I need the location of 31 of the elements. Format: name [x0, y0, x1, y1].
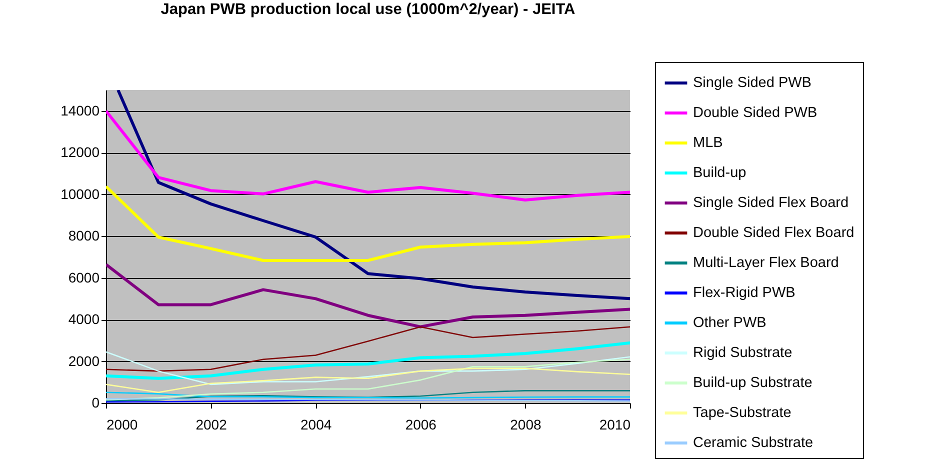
- y-tick-label: 2000: [68, 352, 100, 369]
- legend-label: Single Sided Flex Board: [693, 195, 849, 211]
- x-tick-label: 2006: [405, 416, 437, 432]
- y-tick-label: 14000: [60, 102, 100, 118]
- legend-label: Flex-Rigid PWB: [693, 285, 796, 301]
- legend-label: Rigid Substrate: [693, 345, 792, 361]
- x-tick-label: 2010: [599, 416, 631, 432]
- legend-label: Other PWB: [693, 315, 766, 331]
- x-tick-label: 2004: [300, 416, 332, 432]
- legend-label: Build-up Substrate: [693, 375, 812, 391]
- line-series: [106, 390, 630, 402]
- x-tick-label: 2008: [510, 416, 542, 432]
- x-tick-label: 2000: [106, 416, 138, 432]
- line-series: [106, 368, 630, 394]
- chart-title: Japan PWB production local use (1000m^2/year) - JEITA: [160, 1, 576, 18]
- y-tick-label: 12000: [60, 144, 100, 160]
- y-tick-label: 0: [92, 394, 100, 410]
- legend-label: Build-up: [693, 165, 746, 181]
- line-series: [116, 90, 630, 300]
- y-tick-label: 4000: [68, 311, 100, 328]
- y-tick-label: 8000: [68, 228, 100, 244]
- legend-label: Multi-Layer Flex Board: [693, 255, 839, 271]
- legend-label: Single Sided PWB: [693, 75, 812, 91]
- x-tick-label: 2002: [196, 416, 228, 432]
- legend-label: Ceramic Substrate: [693, 435, 814, 451]
- legend-label: MLB: [693, 135, 723, 151]
- legend-label: Tape-Substrate: [693, 405, 792, 421]
- y-tick-label: 6000: [68, 269, 100, 286]
- legend-label: Double Sided PWB: [693, 105, 818, 121]
- legend-label: Double Sided Flex Board: [693, 225, 854, 241]
- y-tick-label: 10000: [60, 186, 100, 202]
